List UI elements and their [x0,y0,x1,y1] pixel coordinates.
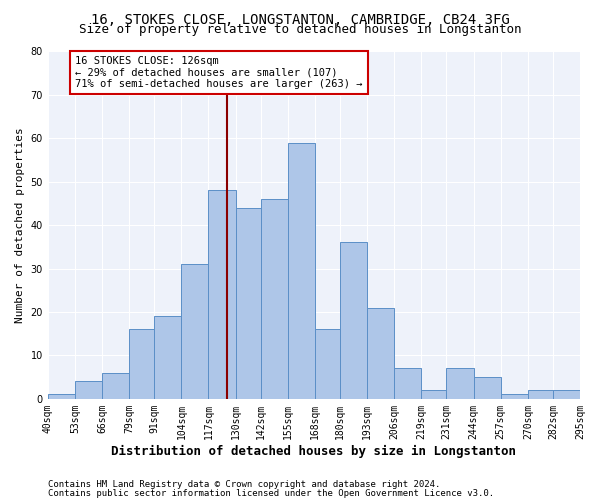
X-axis label: Distribution of detached houses by size in Longstanton: Distribution of detached houses by size … [112,444,517,458]
Text: Contains HM Land Registry data © Crown copyright and database right 2024.: Contains HM Land Registry data © Crown c… [48,480,440,489]
Bar [75,382,102,399]
Bar [208,190,236,399]
Bar [340,242,367,399]
Bar [421,390,446,399]
Y-axis label: Number of detached properties: Number of detached properties [15,128,25,323]
Bar [553,390,580,399]
Text: 16 STOKES CLOSE: 126sqm
← 29% of detached houses are smaller (107)
71% of semi-d: 16 STOKES CLOSE: 126sqm ← 29% of detache… [75,56,362,89]
Text: Size of property relative to detached houses in Longstanton: Size of property relative to detached ho… [79,22,521,36]
Bar [236,208,260,399]
Bar [367,308,394,399]
Bar [473,377,500,399]
Bar [260,199,288,399]
Bar [102,372,129,399]
Bar [528,390,553,399]
Bar [129,330,154,399]
Bar [181,264,208,399]
Bar [288,142,315,399]
Bar [48,394,75,399]
Bar [154,316,181,399]
Bar [315,330,340,399]
Bar [394,368,421,399]
Bar [500,394,528,399]
Bar [446,368,473,399]
Text: 16, STOKES CLOSE, LONGSTANTON, CAMBRIDGE, CB24 3FG: 16, STOKES CLOSE, LONGSTANTON, CAMBRIDGE… [91,12,509,26]
Text: Contains public sector information licensed under the Open Government Licence v3: Contains public sector information licen… [48,488,494,498]
